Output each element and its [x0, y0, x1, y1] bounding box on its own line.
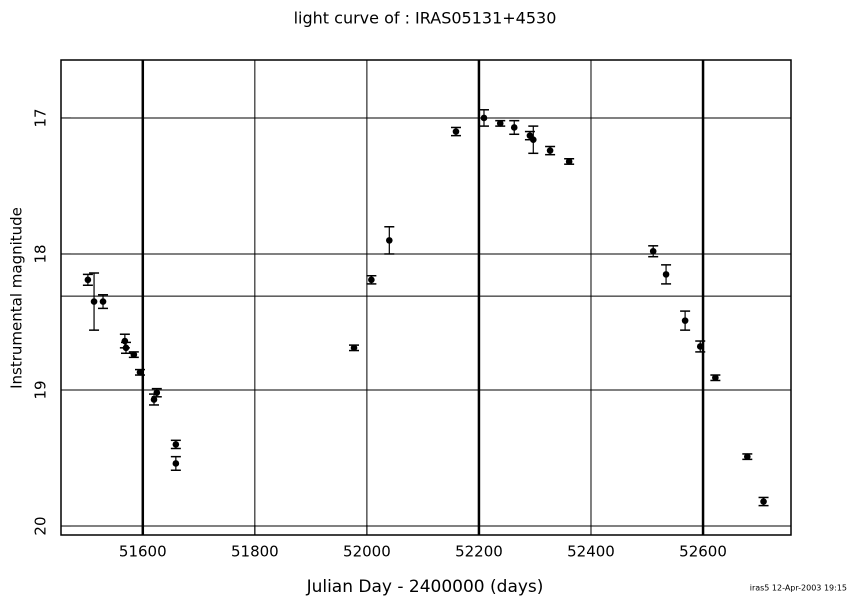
x-tick-label: 51800	[231, 543, 279, 561]
point	[496, 120, 504, 127]
point	[712, 374, 719, 382]
chart-title: light curve of : IRAS05131+4530	[294, 9, 557, 28]
x-tick-label: 52600	[679, 543, 727, 561]
plot-frame	[60, 59, 792, 536]
point	[350, 344, 358, 352]
point	[368, 276, 375, 284]
point	[546, 147, 554, 154]
point	[99, 298, 107, 305]
y-tick-label: 19	[32, 380, 50, 399]
point	[662, 271, 670, 278]
y-tick-label: 18	[32, 244, 50, 263]
point	[760, 498, 767, 505]
point	[681, 317, 689, 324]
footer: iras5 12-Apr-2003 19:15	[750, 584, 847, 593]
point	[153, 389, 161, 397]
point	[172, 441, 180, 448]
x-tick-label: 52200	[455, 543, 503, 561]
point	[122, 344, 130, 352]
y-axis-label: Instrumental magnitude	[8, 207, 26, 389]
point	[452, 128, 460, 135]
point	[90, 298, 98, 305]
point	[386, 237, 393, 244]
point	[649, 247, 657, 255]
point	[121, 337, 129, 345]
point	[130, 351, 138, 358]
point	[150, 396, 158, 403]
point	[510, 124, 518, 131]
point	[696, 343, 704, 350]
point	[744, 453, 751, 460]
point	[136, 369, 144, 376]
y-tick-label: 20	[32, 516, 50, 535]
point	[84, 276, 92, 284]
point	[480, 114, 488, 122]
x-tick-label: 52400	[567, 543, 615, 561]
point	[529, 136, 537, 144]
x-axis-label: Julian Day - 2400000 (days)	[306, 577, 544, 596]
y-tick-label: 17	[32, 108, 50, 127]
point	[565, 158, 573, 165]
x-tick-label: 51600	[119, 543, 167, 561]
point	[172, 460, 180, 467]
x-tick-label: 52000	[343, 543, 391, 561]
